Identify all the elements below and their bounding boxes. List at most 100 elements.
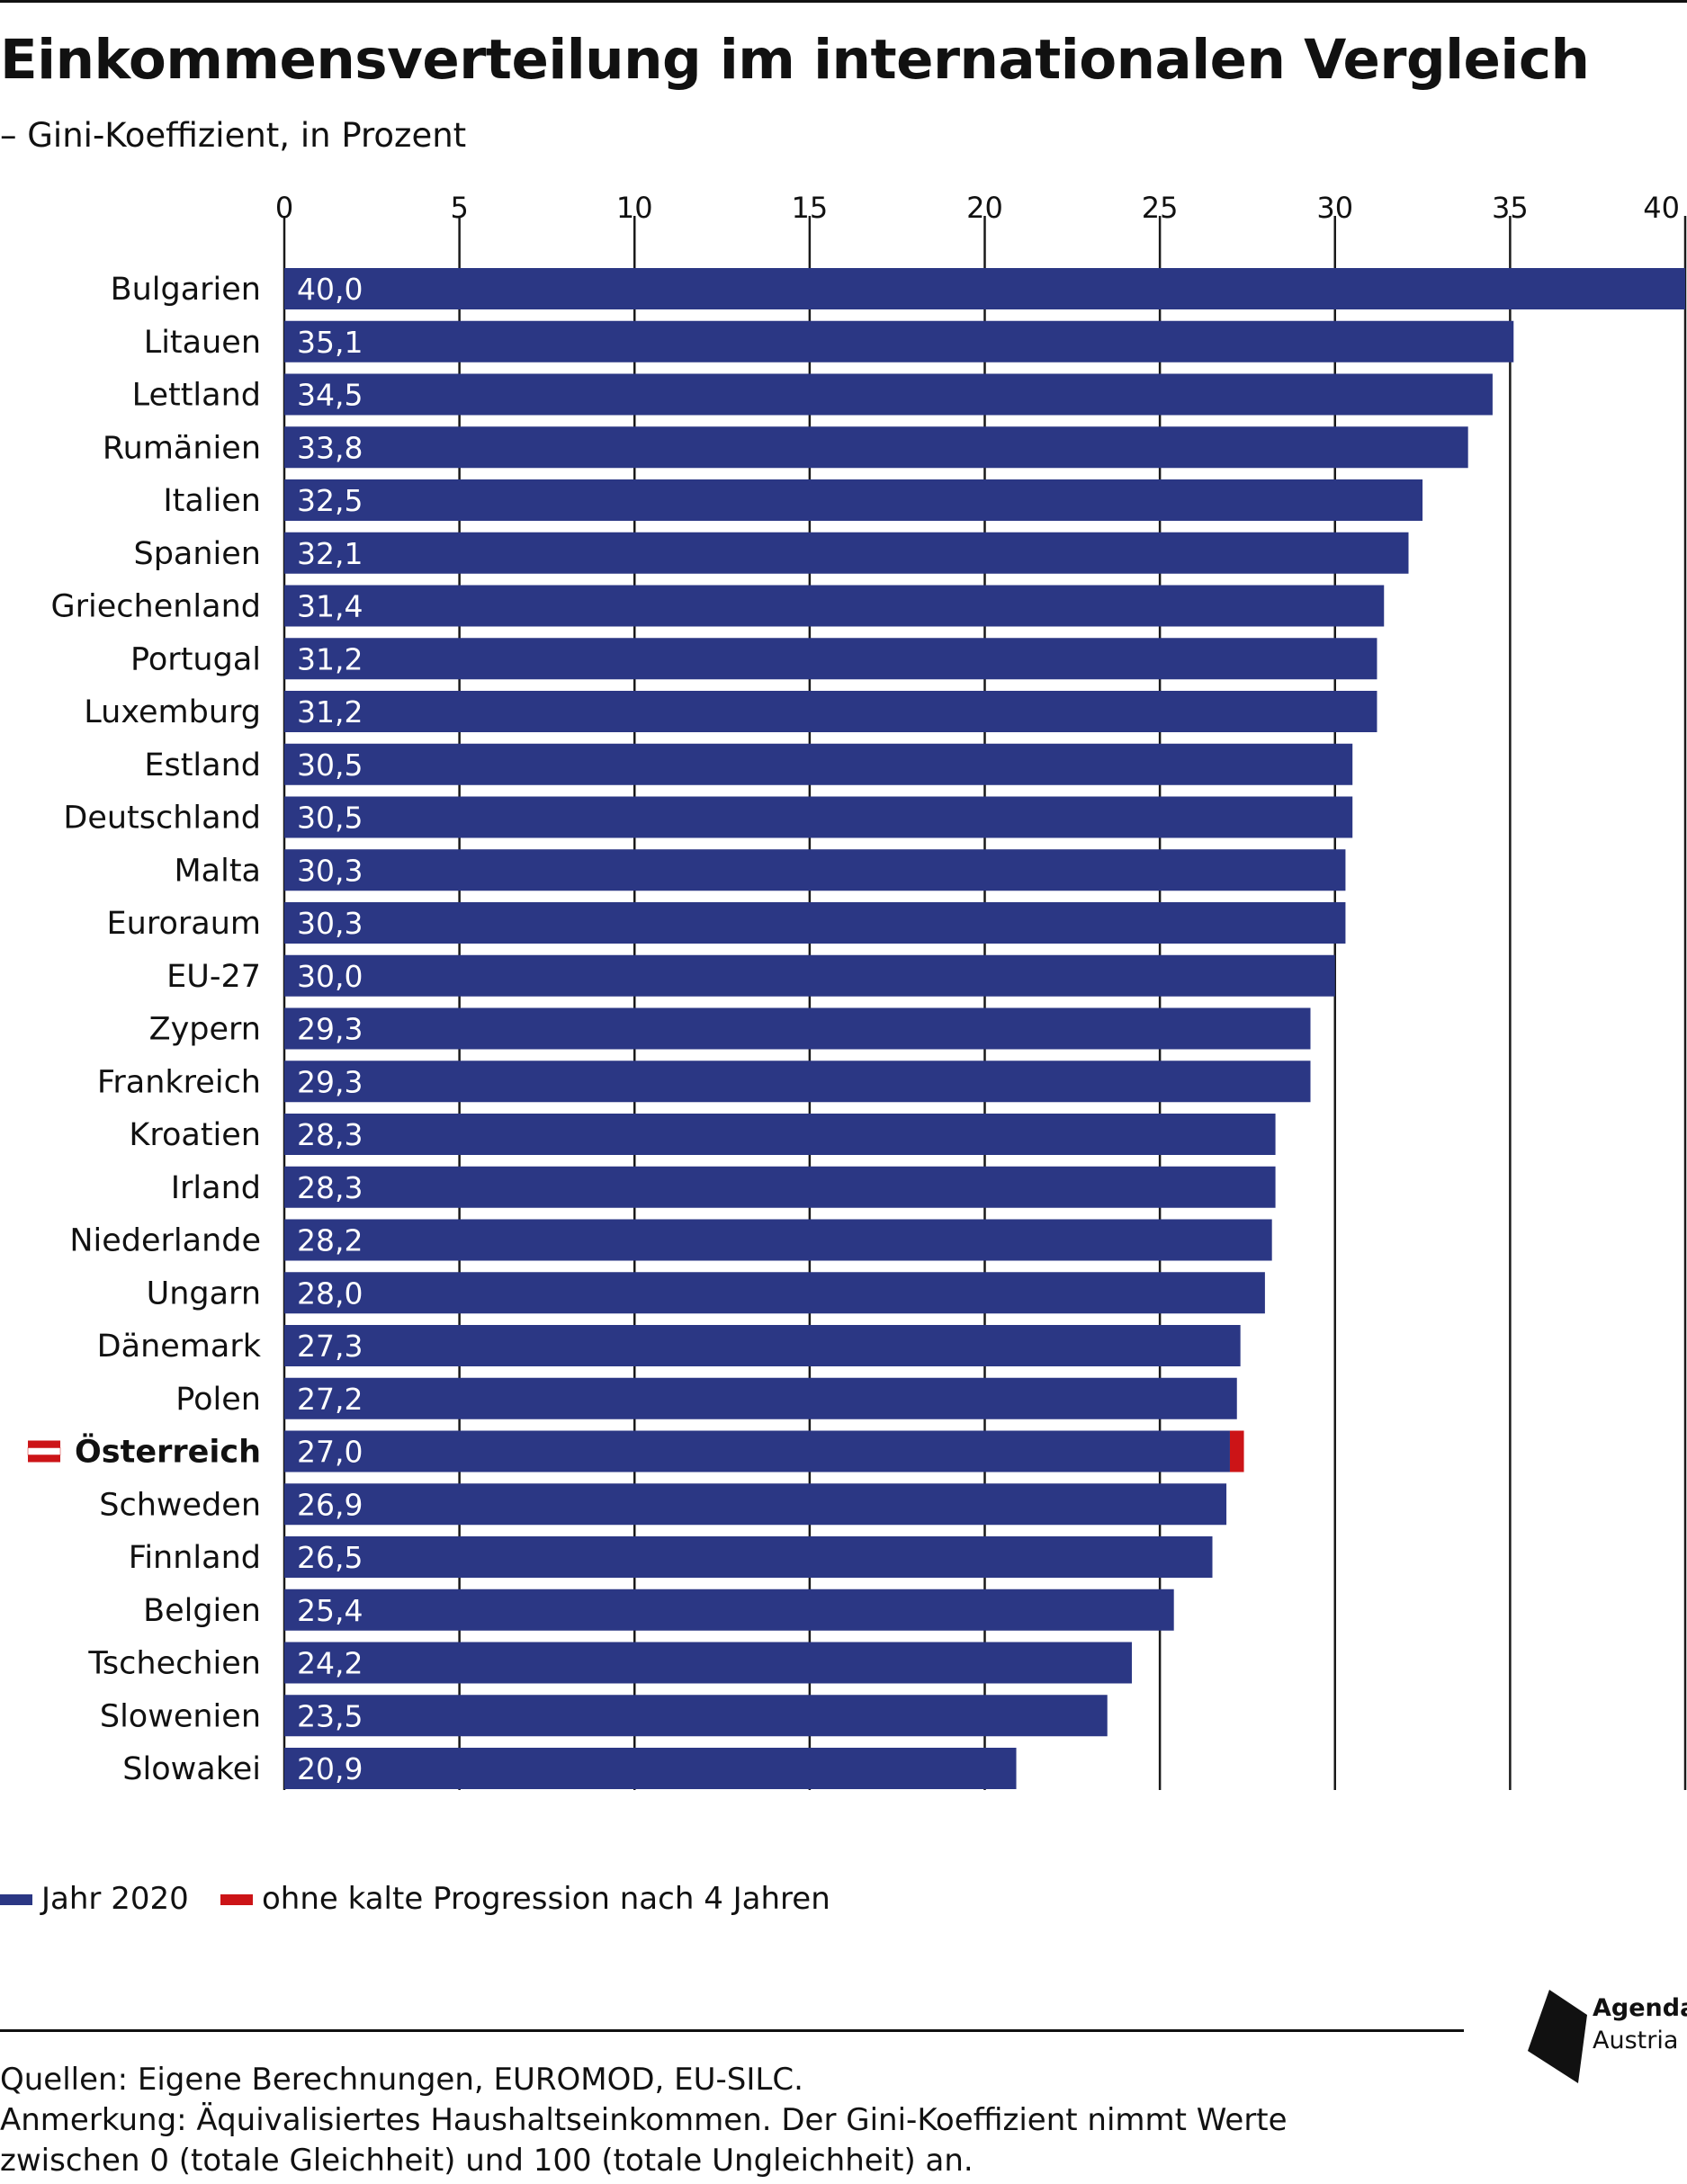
category-label-polen: Polen: [175, 1382, 261, 1418]
x-tick-label: 25: [1142, 191, 1179, 225]
x-tick-label: 20: [966, 191, 1003, 225]
category-label-luxemburg: Luxemburg: [84, 694, 261, 730]
x-tick-label: 10: [616, 191, 653, 225]
bar-irland: [284, 1166, 1276, 1208]
logo-name: Agenda: [1593, 1994, 1687, 2022]
data-label-luxemburg: 31,2: [297, 694, 363, 729]
bar-frankreich: [284, 1061, 1311, 1103]
data-label-griechenland: 31,4: [297, 589, 363, 624]
category-label-tschechien: Tschechien: [87, 1646, 261, 1682]
data-label-frankreich: 29,3: [297, 1064, 363, 1099]
bar-finnland: [284, 1536, 1213, 1578]
legend-swatch-kalte-progression: [220, 1894, 253, 1905]
bar-slowenien: [284, 1695, 1108, 1737]
footer-notes: Quellen: Eigene Berechnungen, EUROMOD, E…: [0, 2060, 1687, 2181]
data-label-malta: 30,3: [297, 853, 363, 888]
category-label-slowenien: Slowenien: [100, 1698, 261, 1734]
bar-spanien: [284, 532, 1409, 574]
data-label-niederlande: 28,2: [297, 1223, 363, 1258]
bar-kroatien: [284, 1114, 1276, 1155]
bar-estland: [284, 743, 1353, 785]
annotation-note-line-2: zwischen 0 (totale Gleichheit) und 100 (…: [0, 2143, 974, 2179]
category-label-niederlande: Niederlande: [69, 1223, 261, 1259]
x-tick-label: 5: [450, 191, 468, 225]
bar-italien: [284, 479, 1423, 521]
category-label-irland: Irland: [171, 1170, 261, 1206]
data-label-italien: 32,5: [297, 483, 363, 518]
category-label-spanien: Spanien: [133, 536, 261, 572]
data-label-rumanien: 33,8: [297, 430, 363, 465]
category-labels: Bulgarien Litauen Lettland Rumänien Italien S…: [27, 272, 262, 1787]
category-label-zypern: Zypern: [149, 1012, 261, 1048]
gridlines: [283, 216, 1687, 1790]
x-tick-label: 35: [1492, 191, 1529, 225]
category-label-malta: Malta: [174, 853, 261, 889]
category-label-litauen: Litauen: [144, 325, 261, 361]
legend-item-jahr-2020: Jahr 2020: [0, 1873, 216, 1925]
bar-schweden: [284, 1483, 1227, 1526]
x-axis-ticks: 0 5 10 15 20 25 30 35 40: [275, 191, 1680, 225]
data-label-tschechien: 24,2: [297, 1646, 363, 1681]
x-tick-label: 15: [792, 191, 829, 225]
data-label-danemark: 27,3: [297, 1329, 363, 1364]
bar-portugal: [284, 638, 1377, 680]
bar-niederlande: [284, 1219, 1272, 1261]
bar-euroraum: [284, 902, 1346, 944]
category-label-slowakei: Slowakei: [122, 1751, 261, 1787]
category-label-belgien: Belgien: [143, 1593, 261, 1629]
data-label-osterreich: 27,0: [297, 1435, 363, 1470]
agenda-austria-logo: Agenda Austria: [1526, 1988, 1687, 2123]
bar-luxemburg: [284, 691, 1377, 732]
data-label-euroraum: 30,3: [297, 906, 363, 941]
bars: 40,0 35,1 34,5 33,8 32,5 32,1 31,4 31,2 31,2 30,5…: [284, 268, 1685, 1789]
bar-osterreich: [284, 1430, 1230, 1472]
sources-note: Quellen: Eigene Berechnungen, EUROMOD, E…: [0, 2062, 803, 2098]
data-label-zypern: 29,3: [297, 1012, 363, 1047]
bar-griechenland: [284, 585, 1385, 627]
chart-subtitle: – Gini-Koeffizient, in Prozent: [0, 116, 467, 155]
data-label-kroatien: 28,3: [297, 1117, 363, 1152]
logo-mark-icon: [1528, 1990, 1587, 2083]
category-label-portugal: Portugal: [130, 641, 261, 677]
bar-rumanien: [284, 426, 1468, 469]
data-label-slowakei: 20,9: [297, 1751, 363, 1786]
austria-flag-icon: [27, 1440, 61, 1463]
logo-sub: Austria: [1593, 2027, 1679, 2054]
footer-divider: [0, 2029, 1464, 2032]
bar-lettland: [284, 373, 1493, 416]
top-rule: [0, 0, 1687, 3]
data-label-spanien: 32,1: [297, 536, 363, 571]
data-label-irland: 28,3: [297, 1170, 363, 1205]
data-label-ungarn: 28,0: [297, 1275, 363, 1311]
data-label-lettland: 34,5: [297, 378, 363, 413]
bar-litauen: [284, 320, 1514, 363]
category-label-estland: Estland: [144, 747, 261, 783]
bar-eu-27: [284, 954, 1335, 997]
data-label-litauen: 35,1: [297, 325, 363, 360]
data-label-portugal: 31,2: [297, 641, 363, 676]
bar-extra-osterreich: [1229, 1430, 1244, 1472]
legend-label-jahr-2020: Jahr 2020: [41, 1881, 189, 1917]
bar-bulgarien: [284, 268, 1685, 309]
bar-malta: [284, 849, 1346, 891]
chart-title: Einkommensverteilung im internationalen …: [0, 28, 1590, 92]
category-label-osterreich: Österreich: [75, 1433, 261, 1471]
category-label-griechenland: Griechenland: [51, 589, 261, 625]
bar-polen: [284, 1377, 1237, 1419]
data-label-deutschland: 30,5: [297, 801, 363, 836]
bar-slowakei: [284, 1748, 1017, 1789]
legend-item-kalte-progression: ohne kalte Progression nach 4 Jahren: [220, 1873, 904, 1925]
legend-swatch-jahr-2020: [0, 1894, 32, 1905]
bar-belgien: [284, 1589, 1174, 1631]
data-label-finnland: 26,5: [297, 1540, 363, 1575]
category-label-eu-27: EU-27: [166, 959, 261, 995]
bar-tschechien: [284, 1642, 1132, 1684]
category-label-frankreich: Frankreich: [97, 1064, 261, 1100]
category-label-schweden: Schweden: [99, 1487, 261, 1523]
category-label-deutschland: Deutschland: [63, 801, 261, 837]
data-label-schweden: 26,9: [297, 1487, 363, 1522]
data-label-slowenien: 23,5: [297, 1698, 363, 1733]
bar-danemark: [284, 1325, 1241, 1366]
data-label-estland: 30,5: [297, 747, 363, 783]
annotation-note-line-1: Anmerkung: Äquivalisiertes Haushaltseink…: [0, 2102, 1288, 2138]
